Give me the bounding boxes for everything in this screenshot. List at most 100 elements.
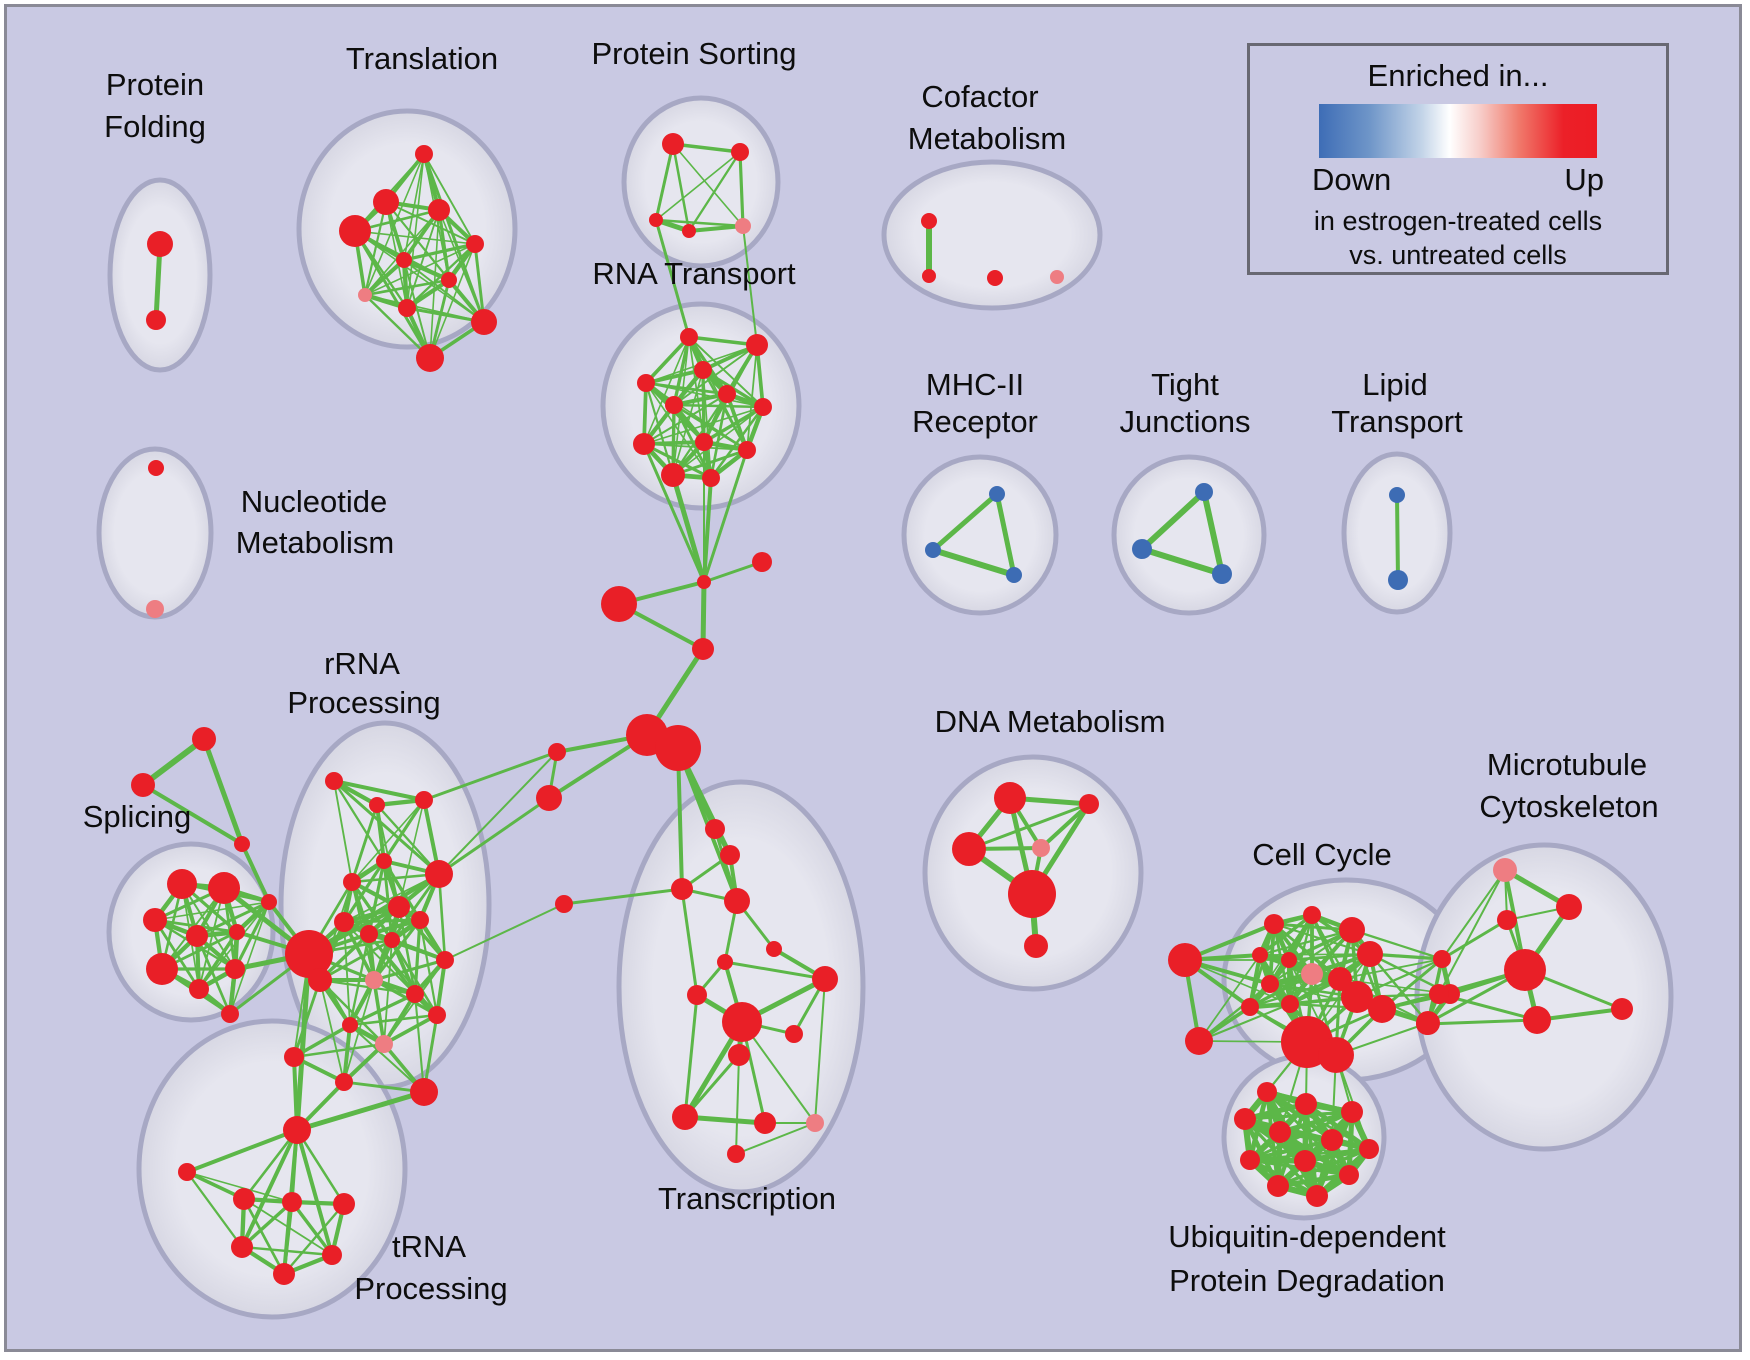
node-red: [369, 797, 385, 813]
node-red: [428, 199, 450, 221]
node-pink: [1301, 963, 1323, 985]
node-red: [994, 782, 1026, 814]
edge: [198, 887, 225, 990]
edge: [967, 802, 1091, 851]
node-blue: [1389, 487, 1405, 503]
node-red: [471, 309, 497, 335]
edge: [351, 799, 425, 883]
node-red: [1267, 1175, 1289, 1197]
edge: [350, 872, 441, 884]
edge: [700, 579, 707, 652]
node-red: [436, 951, 454, 969]
edge: [723, 960, 827, 981]
edge: [746, 344, 758, 451]
cluster-ellipse-tight-junctions: [1111, 454, 1267, 616]
node-red: [1339, 1165, 1359, 1185]
node-red: [208, 872, 240, 904]
edge: [350, 803, 379, 884]
node-red: [284, 1047, 304, 1067]
node-red: [416, 344, 444, 372]
node-red: [285, 930, 333, 978]
edge: [702, 476, 713, 584]
node-red: [334, 912, 354, 932]
node-blue: [1212, 564, 1232, 584]
edge: [240, 1128, 299, 1249]
edge: [1249, 996, 1358, 1008]
node-red: [415, 791, 433, 809]
edge: [333, 780, 353, 883]
legend-down-label: Down: [1312, 162, 1392, 197]
cluster-label-tight-junctions: Junctions: [1120, 404, 1251, 439]
edge: [642, 442, 706, 584]
figure-panel: Protein Folding Translation Protein Sorting…: [4, 4, 1742, 1352]
node-red: [921, 213, 937, 229]
edge: [319, 979, 345, 1083]
node-red: [322, 1245, 342, 1265]
node-red: [649, 213, 663, 227]
node-red: [752, 552, 772, 572]
cluster-label-ubiquitin-degradation: Ubiquitin-dependent: [1168, 1219, 1446, 1254]
node-red: [1416, 1013, 1438, 1035]
edge: [1275, 1172, 1352, 1189]
edge: [682, 1114, 768, 1126]
edge: [735, 1122, 816, 1155]
edge: [185, 1170, 244, 1249]
cluster-label-protein-sorting: Protein Sorting: [591, 36, 796, 71]
cluster-label-nucleotide-metabolism: Nucleotide: [241, 484, 387, 519]
node-red: [548, 743, 566, 761]
edge: [154, 901, 270, 921]
node-red: [410, 1078, 438, 1106]
edge: [185, 1128, 299, 1174]
node-red: [221, 1005, 239, 1023]
node-red: [1321, 1129, 1343, 1151]
node-blue: [1132, 539, 1152, 559]
edge: [680, 887, 699, 997]
edge: [562, 887, 684, 906]
node-red: [718, 385, 736, 403]
node-red: [384, 932, 400, 948]
edge: [292, 1042, 386, 1059]
edge: [654, 218, 691, 339]
node-red: [308, 968, 332, 992]
node-blue: [1388, 570, 1408, 590]
edge: [363, 200, 388, 297]
node-pink: [358, 288, 372, 302]
node-red: [1252, 947, 1268, 963]
cluster-ellipse-mhc-ii-receptor: [901, 454, 1059, 616]
cluster-label-dna-metabolism: DNA Metabolism: [935, 704, 1166, 739]
edge: [372, 958, 447, 982]
edge: [354, 230, 485, 323]
cluster-label-mhc-ii-receptor: MHC-II: [926, 367, 1024, 402]
edge: [1287, 952, 1372, 962]
node-red: [1341, 981, 1373, 1013]
edge: [353, 229, 432, 360]
node-red: [147, 231, 173, 257]
edge: [1368, 952, 1430, 1025]
node-red: [722, 1002, 762, 1042]
node-red: [746, 334, 768, 356]
edge: [342, 1023, 352, 1084]
edge: [1440, 918, 1509, 961]
edge: [403, 259, 485, 323]
node-red: [682, 224, 696, 238]
edge: [362, 257, 407, 298]
node-red: [148, 460, 164, 476]
cluster-label-mhc-ii-receptor: Receptor: [912, 404, 1038, 439]
edge: [654, 218, 745, 228]
node-red: [1497, 910, 1517, 930]
cluster-label-trna-processing: tRNA: [392, 1229, 466, 1264]
edge: [644, 381, 729, 396]
node-red: [335, 1073, 353, 1091]
node-red: [376, 853, 392, 869]
edge: [382, 1013, 439, 1046]
edge: [1247, 1137, 1335, 1163]
node-red: [1269, 1121, 1291, 1143]
edge: [702, 448, 749, 584]
edge: [332, 779, 426, 802]
node-red: [1556, 894, 1582, 920]
node-red: [388, 896, 410, 918]
edge: [671, 391, 730, 408]
node-pink: [1493, 858, 1517, 882]
edge: [1441, 869, 1506, 960]
edge: [670, 472, 707, 585]
